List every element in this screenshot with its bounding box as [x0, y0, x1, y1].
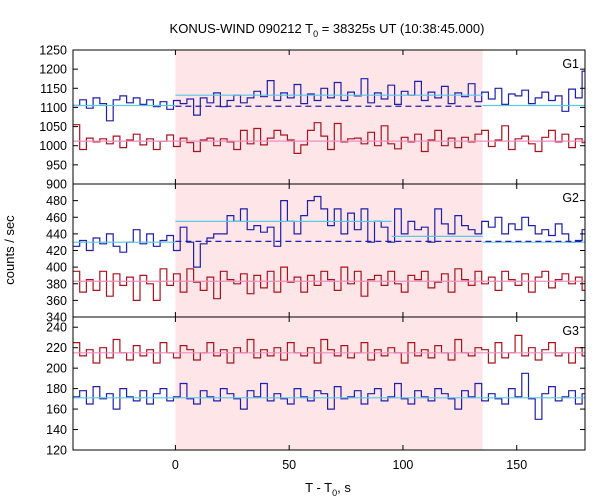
panel-series [73, 334, 585, 420]
y-tick-label: 140 [46, 423, 67, 437]
shaded-interval [175, 50, 483, 184]
y-tick-label: 380 [46, 277, 67, 291]
g1-series-1-histogram [73, 122, 585, 154]
y-tick-label: 1050 [39, 120, 67, 134]
panel-series [73, 70, 585, 154]
x-tick-label: 150 [506, 458, 527, 472]
x-tick-label: 50 [282, 458, 296, 472]
shaded-interval [175, 184, 483, 317]
panel-frame [72, 316, 586, 451]
shaded-interval [175, 317, 483, 450]
x-tick-label: 0 [172, 458, 179, 472]
g1-series-0-histogram [73, 70, 585, 122]
y-axis-label: counts / sec [2, 215, 17, 285]
chart-title: KONUS-WIND 090212 T0 = 38325s UT (10:38:… [170, 21, 485, 39]
y-tick-label: 220 [46, 341, 67, 355]
panel-label: G2 [562, 191, 579, 205]
y-tick-label: 950 [46, 158, 67, 172]
g2-series-0-histogram [73, 195, 585, 268]
y-tick-label: 360 [46, 294, 67, 308]
y-tick-label: 160 [46, 403, 67, 417]
g3-series-1-histogram [73, 372, 585, 420]
y-tick-label: 460 [46, 211, 67, 225]
y-tick-label: 180 [46, 382, 67, 396]
panel-g3: 120 140 160 180 200 220 240 G3 [46, 316, 586, 458]
panel-label: G1 [562, 57, 579, 71]
panel-label: G3 [562, 324, 579, 338]
y-tick-label: 1000 [39, 139, 67, 153]
y-tick-label: 480 [46, 194, 67, 208]
x-tick-label: 100 [393, 458, 414, 472]
g3-series-0-histogram [73, 334, 585, 364]
panel-g1: 900 950 1000 1050 1100 1150 1200 1250 G1 [39, 44, 586, 192]
y-tick-label: 1250 [39, 44, 67, 58]
y-tick-label: 1100 [40, 101, 67, 115]
y-tick-label: 440 [46, 227, 67, 241]
panel-series [73, 195, 585, 301]
y-tick-label: 120 [46, 444, 67, 458]
y-tick-label: 340 [46, 311, 67, 325]
y-tick-label: 900 [46, 178, 67, 192]
y-tick-label: 200 [46, 362, 67, 376]
x-axis-label: T - T0, s [305, 480, 351, 498]
y-tick-label: 400 [46, 261, 67, 275]
y-tick-label: 420 [46, 244, 67, 258]
y-tick-label: 240 [46, 321, 67, 335]
g2-series-1-histogram [73, 266, 585, 301]
chart-panels: 900950100010501100115012001250G134036038… [39, 44, 586, 472]
y-tick-label: 1200 [39, 63, 67, 77]
panel-g2: 340 360 380 400 420 440 460 480 G2 [46, 183, 586, 325]
y-tick-label: 1150 [40, 82, 67, 96]
